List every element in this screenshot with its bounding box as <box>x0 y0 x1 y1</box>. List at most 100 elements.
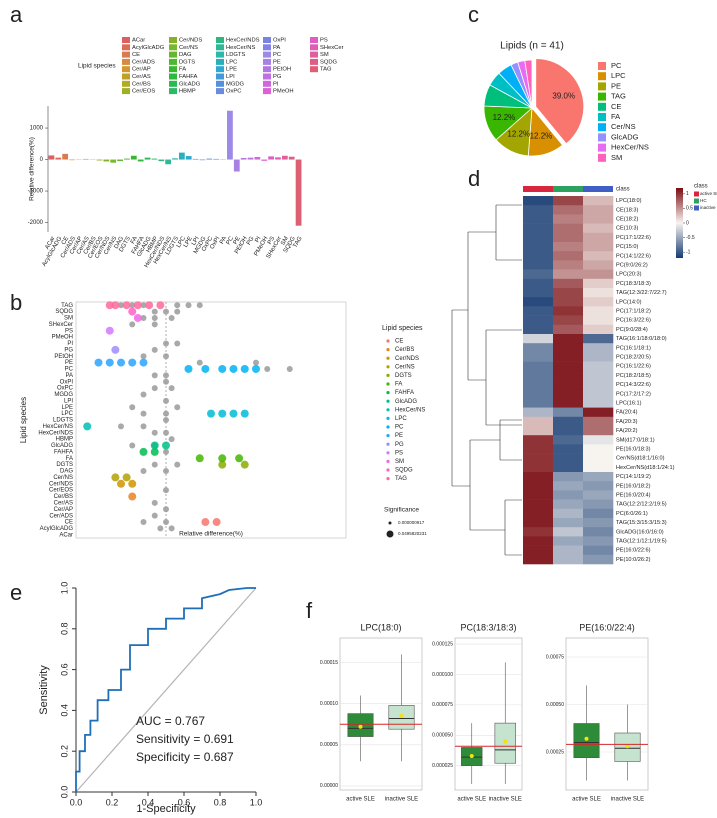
heat-cell <box>553 251 584 261</box>
heat-cell <box>553 223 584 234</box>
y-tick-label: TAG <box>61 303 73 309</box>
heat-cell <box>553 481 584 491</box>
legend-label: LPI <box>226 74 235 80</box>
legend-label: OxPI <box>273 38 286 44</box>
row-label: TAG(12:2/12:2/19:5) <box>616 502 667 508</box>
legend-swatch <box>598 92 606 101</box>
panel-letter: a <box>10 2 23 27</box>
row-label: PE(10:0/26:2) <box>616 557 651 563</box>
legend-swatch <box>122 80 130 87</box>
heat-cell <box>553 260 584 270</box>
legend-label: PG <box>273 74 282 80</box>
heat-cell <box>523 269 554 280</box>
point <box>111 301 120 310</box>
point <box>128 492 137 501</box>
class-annotation <box>553 186 583 192</box>
legend-label: FA <box>395 382 402 388</box>
x-tick-label: inactive SLE <box>489 797 522 803</box>
legend-label: LPC <box>611 71 626 80</box>
bar <box>288 156 295 160</box>
heat-cell <box>553 490 584 500</box>
point <box>129 321 136 328</box>
point <box>128 358 137 367</box>
size-label: 0.000000917 <box>398 520 425 525</box>
y-tick-label: 0.000125 <box>432 641 453 647</box>
point <box>129 302 136 309</box>
legend-label: PE <box>611 81 621 90</box>
x-tick-label: CE <box>61 236 70 246</box>
legend-label: LPC <box>226 59 237 65</box>
legend-label: Cer/BS <box>132 81 151 87</box>
panel-title: PC(18:3/18:3) <box>460 622 516 632</box>
pie-slice <box>535 58 585 145</box>
x-axis-label: Relative difference(%) <box>179 531 243 538</box>
legend-label: MGDG <box>226 81 245 87</box>
bar <box>144 157 151 160</box>
legend-label: PI <box>273 81 279 87</box>
y-tick-label: ACar <box>59 532 73 538</box>
row-label: PC(18:2/20:5) <box>616 354 651 360</box>
heat-cell <box>553 196 584 206</box>
color-tick-label: -0.5 <box>686 235 695 241</box>
y-tick-label: PMeOH <box>52 335 73 341</box>
heat-cell <box>583 407 614 418</box>
color-tick-label: -1 <box>686 249 691 255</box>
legend-swatch <box>263 51 271 58</box>
heat-cell <box>523 260 554 270</box>
heat-cell <box>553 527 584 537</box>
point <box>168 525 175 532</box>
heat-cell <box>523 288 554 298</box>
legend-swatch <box>386 459 390 463</box>
heat-cell <box>553 297 584 307</box>
heat-cell <box>553 545 584 556</box>
legend-label: HexCer/NS <box>611 143 649 152</box>
legend-label: PC <box>395 425 404 431</box>
legend-label: GlcADG <box>611 132 639 141</box>
heat-cell <box>523 499 554 510</box>
heat-cell <box>583 361 614 372</box>
legend-label: LDGTS <box>226 52 245 58</box>
bar <box>268 156 274 160</box>
heat-cell <box>583 545 614 556</box>
row-label: PC(9:0/28:4) <box>616 327 648 333</box>
legend-label: PC <box>611 61 622 70</box>
heat-cell <box>523 352 554 362</box>
heat-cell <box>583 462 614 473</box>
heat-cell <box>583 508 614 519</box>
heat-cell <box>523 554 554 565</box>
point <box>140 314 147 321</box>
x-tick-label: inactive SLE <box>611 797 644 803</box>
x-tick-label: PC <box>226 235 236 246</box>
heat-cell <box>553 205 584 215</box>
heat-cell <box>523 481 554 491</box>
point <box>240 460 249 469</box>
point <box>196 359 203 366</box>
y-tick-label: HexCer/NS <box>43 424 73 430</box>
point <box>168 385 175 392</box>
point <box>145 301 154 310</box>
heat-cell <box>553 334 584 344</box>
y-tick-label: 0.000075 <box>432 702 453 708</box>
legend-label: ACar <box>132 38 145 44</box>
y-tick-label: 0.4 <box>59 704 69 717</box>
legend-swatch <box>263 37 271 43</box>
legend-swatch <box>310 51 318 58</box>
roc-curve <box>75 587 256 792</box>
legend-label: Cer/AP <box>132 67 151 73</box>
legend-label: CE <box>395 339 403 345</box>
row-label: LPC(20:3) <box>616 272 642 278</box>
row-label: PC(17:1/18:2) <box>616 308 651 314</box>
point <box>264 365 271 372</box>
row-label: LPC(16:1) <box>616 400 642 406</box>
point <box>253 359 259 366</box>
legend-swatch <box>694 198 699 204</box>
row-label: PC(16:1/18:1) <box>616 345 651 351</box>
heat-cell <box>583 380 614 390</box>
point <box>83 422 92 431</box>
row-label: Cer/NS(d18:1/16:0) <box>616 456 665 462</box>
heat-cell <box>583 251 614 261</box>
color-tick-label: 0.5 <box>686 206 693 212</box>
legend-label: GlcADG <box>179 81 201 87</box>
legend-swatch <box>169 37 177 43</box>
y-axis-label: Relative difference(%) <box>29 137 36 201</box>
